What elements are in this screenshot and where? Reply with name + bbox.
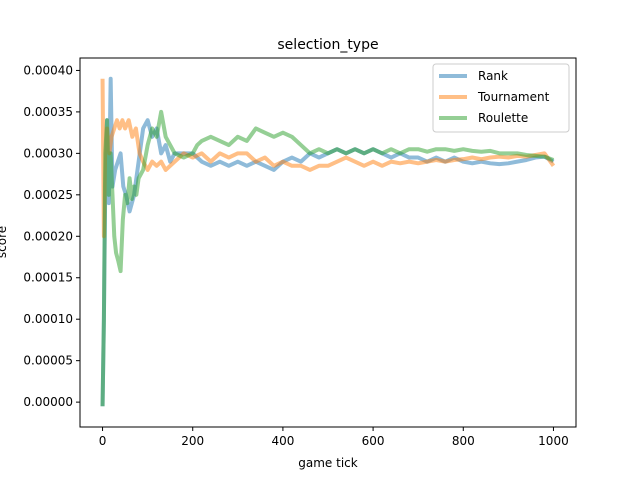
y-tick-label: 0.00010 [23, 312, 73, 326]
y-tick-label: 0.00030 [23, 146, 73, 160]
y-tick-label: 0.00020 [23, 229, 73, 243]
legend-box [432, 63, 570, 133]
y-axis-label: score [0, 226, 9, 258]
y-tick-label: 0.00005 [23, 354, 73, 368]
y-tick-label: 0.00015 [23, 271, 73, 285]
y-tick-label: 0.00035 [23, 105, 73, 119]
legend: Rank Tournament Roulette [432, 63, 570, 133]
y-tick-label: 0.00040 [23, 63, 73, 77]
x-tick-label: 600 [362, 434, 385, 448]
y-tick-label: 0.00025 [23, 188, 73, 202]
plot-area [100, 76, 556, 407]
legend-label-roulette: Roulette [478, 111, 528, 125]
series-line-roulette [100, 109, 555, 407]
series-line-tournament [100, 78, 556, 239]
chart-title: selection_type [277, 37, 378, 53]
legend-label-tournament: Tournament [477, 90, 550, 104]
x-tick-label: 800 [452, 434, 475, 448]
x-tick-label: 400 [271, 434, 294, 448]
x-tick-label: 200 [181, 434, 204, 448]
x-tick-label: 1000 [538, 434, 569, 448]
axes: 0 200 400 600 800 1000 0.00000 0.00005 0.00010 0.… [23, 57, 577, 448]
y-tick-label: 0.00000 [23, 395, 73, 409]
x-axis-label: game tick [298, 456, 357, 470]
x-tick-label: 0 [99, 434, 107, 448]
legend-label-rank: Rank [478, 69, 508, 83]
plot-frame [79, 57, 577, 428]
